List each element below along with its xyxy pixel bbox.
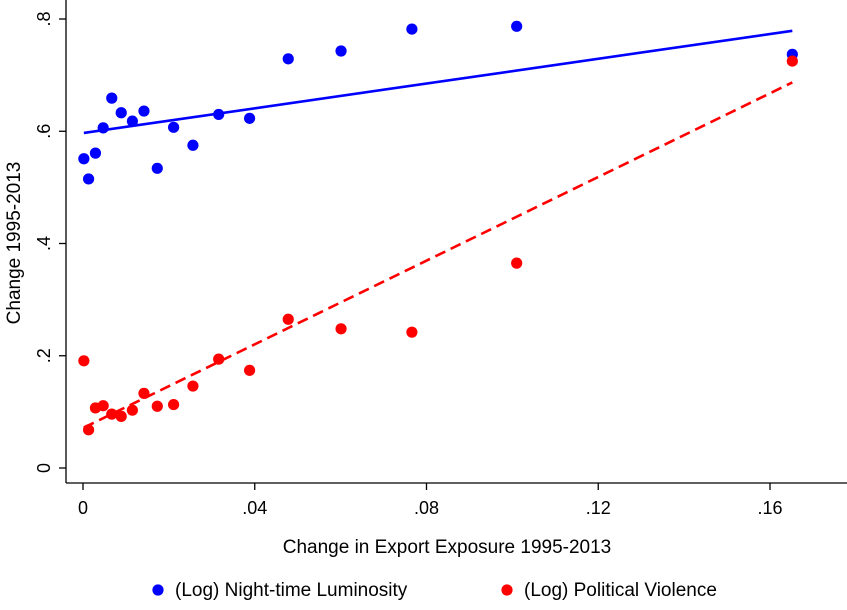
axes: 0 .04 .08 .12 .16 0 .2 .4 .6 .8 — [34, 0, 847, 518]
legend-marker-violence — [501, 584, 513, 596]
luminosity-point — [187, 139, 199, 151]
y-tick-label: .2 — [34, 348, 54, 363]
data-points — [78, 20, 798, 436]
violence-point — [138, 387, 150, 399]
violence-point — [335, 323, 347, 335]
fit-line-violence — [83, 81, 793, 429]
luminosity-point — [243, 112, 256, 124]
luminosity-point — [167, 121, 180, 133]
violence-point — [167, 398, 180, 411]
violence-point — [406, 326, 418, 338]
y-tick-label: .4 — [34, 236, 54, 251]
violence-point — [282, 313, 294, 325]
luminosity-point — [406, 23, 418, 35]
violence-point — [106, 408, 118, 420]
violence-point — [151, 400, 163, 412]
y-axis-title: Change 1995-2013 — [4, 162, 25, 325]
x-tick-label: .04 — [242, 498, 267, 518]
violence-point — [243, 364, 256, 376]
y-tick-label: 0 — [34, 463, 54, 473]
luminosity-point — [335, 45, 347, 57]
violence-point — [97, 400, 109, 412]
legend-label-violence: (Log) Political Violence — [524, 580, 717, 601]
luminosity-point — [115, 107, 127, 119]
violence-point — [115, 410, 127, 422]
luminosity-point — [89, 147, 102, 159]
x-tick-label: 0 — [78, 498, 88, 518]
violence-point — [786, 55, 798, 67]
x-tick-label: .16 — [757, 498, 782, 518]
fit-lines — [83, 29, 793, 429]
luminosity-point — [213, 108, 225, 121]
luminosity-point — [106, 92, 118, 104]
violence-point — [126, 404, 138, 416]
x-tick-label: .12 — [586, 498, 611, 518]
violence-point — [82, 424, 95, 436]
luminosity-point — [138, 105, 150, 117]
luminosity-point — [82, 173, 95, 185]
luminosity-point — [78, 153, 90, 165]
violence-point — [187, 380, 199, 392]
x-tick-label: .08 — [414, 498, 439, 518]
fit-line-luminosity — [83, 29, 793, 135]
violence-point — [78, 355, 90, 367]
x-axis-title: Change in Export Exposure 1995-2013 — [283, 537, 612, 558]
luminosity-point — [282, 53, 294, 65]
violence-point — [213, 353, 225, 365]
violence-point — [511, 257, 523, 269]
legend-label-luminosity: (Log) Night-time Luminosity — [175, 580, 408, 601]
luminosity-point — [511, 20, 523, 32]
y-tick-label: .8 — [34, 11, 54, 26]
legend-marker-luminosity — [152, 584, 164, 596]
luminosity-point — [151, 162, 163, 174]
luminosity-point — [97, 122, 109, 134]
luminosity-point — [126, 115, 138, 127]
legend: (Log) Night-time Luminosity (Log) Politic… — [152, 580, 717, 601]
y-tick-label: .6 — [34, 124, 54, 139]
